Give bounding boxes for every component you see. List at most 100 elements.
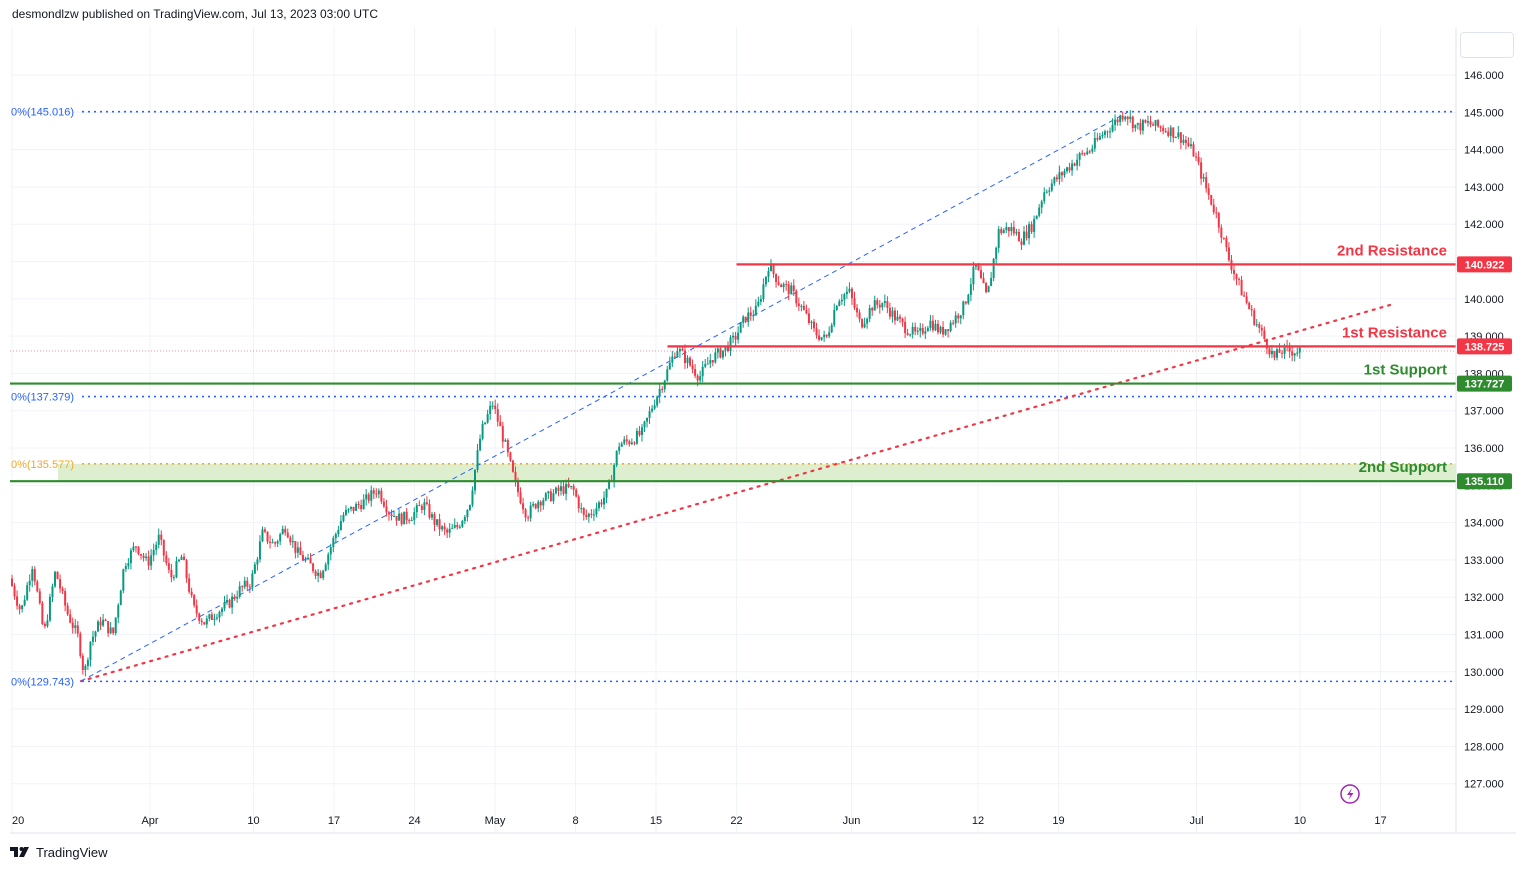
candle-body (580, 508, 583, 510)
candle-body (673, 356, 676, 358)
candle-body (1172, 127, 1175, 138)
candle-body (36, 581, 39, 592)
candle-body (1040, 201, 1043, 208)
candle-body (291, 541, 294, 543)
candle-body (734, 335, 737, 340)
candle-body (46, 620, 49, 627)
candle-body (1111, 124, 1114, 132)
candle-body (729, 337, 732, 352)
candle-body (334, 534, 337, 539)
candle-body (805, 309, 808, 314)
candle-body (972, 266, 975, 285)
candle-body (367, 494, 370, 501)
candle-body (329, 547, 332, 555)
y-tick-label: 134.000 (1464, 518, 1504, 530)
candle-body (881, 303, 884, 308)
candle-body (964, 301, 967, 304)
candle-body (1139, 123, 1142, 131)
candle-body (150, 555, 153, 566)
candle-body (1278, 349, 1281, 353)
candle-body (1119, 115, 1122, 123)
candle-body (876, 300, 879, 305)
candle-body (281, 528, 284, 535)
y-tick-label: 145.000 (1464, 107, 1504, 119)
candle-body (238, 586, 241, 597)
candle-body (671, 356, 674, 363)
candle-body (1012, 227, 1015, 234)
candle-body (850, 288, 853, 299)
candle-body (1184, 139, 1187, 143)
level-label: 1st Support (1364, 362, 1447, 379)
y-tick-label: 131.000 (1464, 630, 1504, 642)
candle-body (764, 276, 767, 285)
candle-body (66, 605, 69, 615)
candle-body (1025, 231, 1028, 239)
candle-body (686, 357, 689, 364)
candle-body (833, 310, 836, 326)
y-axis: 146.000145.000144.000143.000142.000141.0… (1464, 70, 1504, 791)
candle-body (585, 514, 588, 518)
level-label: 2nd Support (1359, 459, 1447, 476)
y-tick-label: 140.000 (1464, 294, 1504, 306)
candle-body (813, 321, 816, 329)
candle-body (443, 526, 446, 530)
candle-body (476, 450, 479, 470)
candle-body (112, 627, 115, 634)
candle-body (347, 508, 350, 510)
x-tick-label: 19 (1052, 815, 1064, 827)
candle-body (64, 591, 67, 606)
x-tick-label: 17 (328, 815, 340, 827)
candle-body (1058, 172, 1061, 180)
candle-body (613, 464, 616, 482)
candle-body (848, 288, 851, 292)
candle-body (519, 492, 522, 504)
candle-body (501, 426, 504, 442)
candle-body (772, 264, 775, 274)
candle-body (1195, 156, 1198, 158)
candle-body (1076, 159, 1079, 166)
candle-body (314, 571, 317, 576)
candle-body (511, 460, 514, 472)
candle-body (317, 572, 320, 576)
candle-body (582, 508, 585, 515)
candle-body (1126, 116, 1129, 120)
candle-body (81, 655, 84, 670)
candle-body (1281, 352, 1284, 354)
candle-body (1265, 338, 1268, 349)
candle-body (489, 405, 492, 415)
candle-body (408, 520, 411, 522)
candle-body (284, 528, 287, 533)
candle-body (175, 561, 178, 578)
candle-body (484, 422, 487, 425)
candle-body (342, 514, 345, 521)
candle-body (117, 605, 120, 618)
candle-body (372, 490, 375, 494)
candle-body (1060, 172, 1063, 176)
candle-body (663, 380, 666, 390)
x-tick-label: May (485, 815, 506, 827)
candle-body (861, 319, 864, 328)
candle-body (405, 511, 408, 521)
candle-body (863, 323, 866, 328)
candle-body (1116, 119, 1119, 123)
candle-body (142, 555, 145, 559)
candle-body (269, 541, 272, 544)
candle-body (258, 541, 261, 560)
x-tick-label: 10 (1294, 815, 1306, 827)
candle-body (1096, 138, 1099, 140)
candle-body (446, 529, 449, 533)
candle-body (1159, 126, 1162, 128)
candle-body (1258, 324, 1261, 328)
candle-body (904, 321, 907, 334)
rising-trendline (79, 303, 1394, 683)
candle-body (514, 471, 517, 482)
candle-body (403, 511, 406, 525)
candle-body (436, 519, 439, 525)
candle-body (18, 605, 21, 610)
candle-body (481, 424, 484, 439)
flash-icon[interactable] (1340, 784, 1360, 804)
fib-levels: 0%(145.016) 0%(137.379) 0%(135.577) 0%(129.… (11, 107, 1456, 688)
chart-control-box[interactable] (1460, 32, 1514, 58)
candle-body (883, 301, 886, 304)
